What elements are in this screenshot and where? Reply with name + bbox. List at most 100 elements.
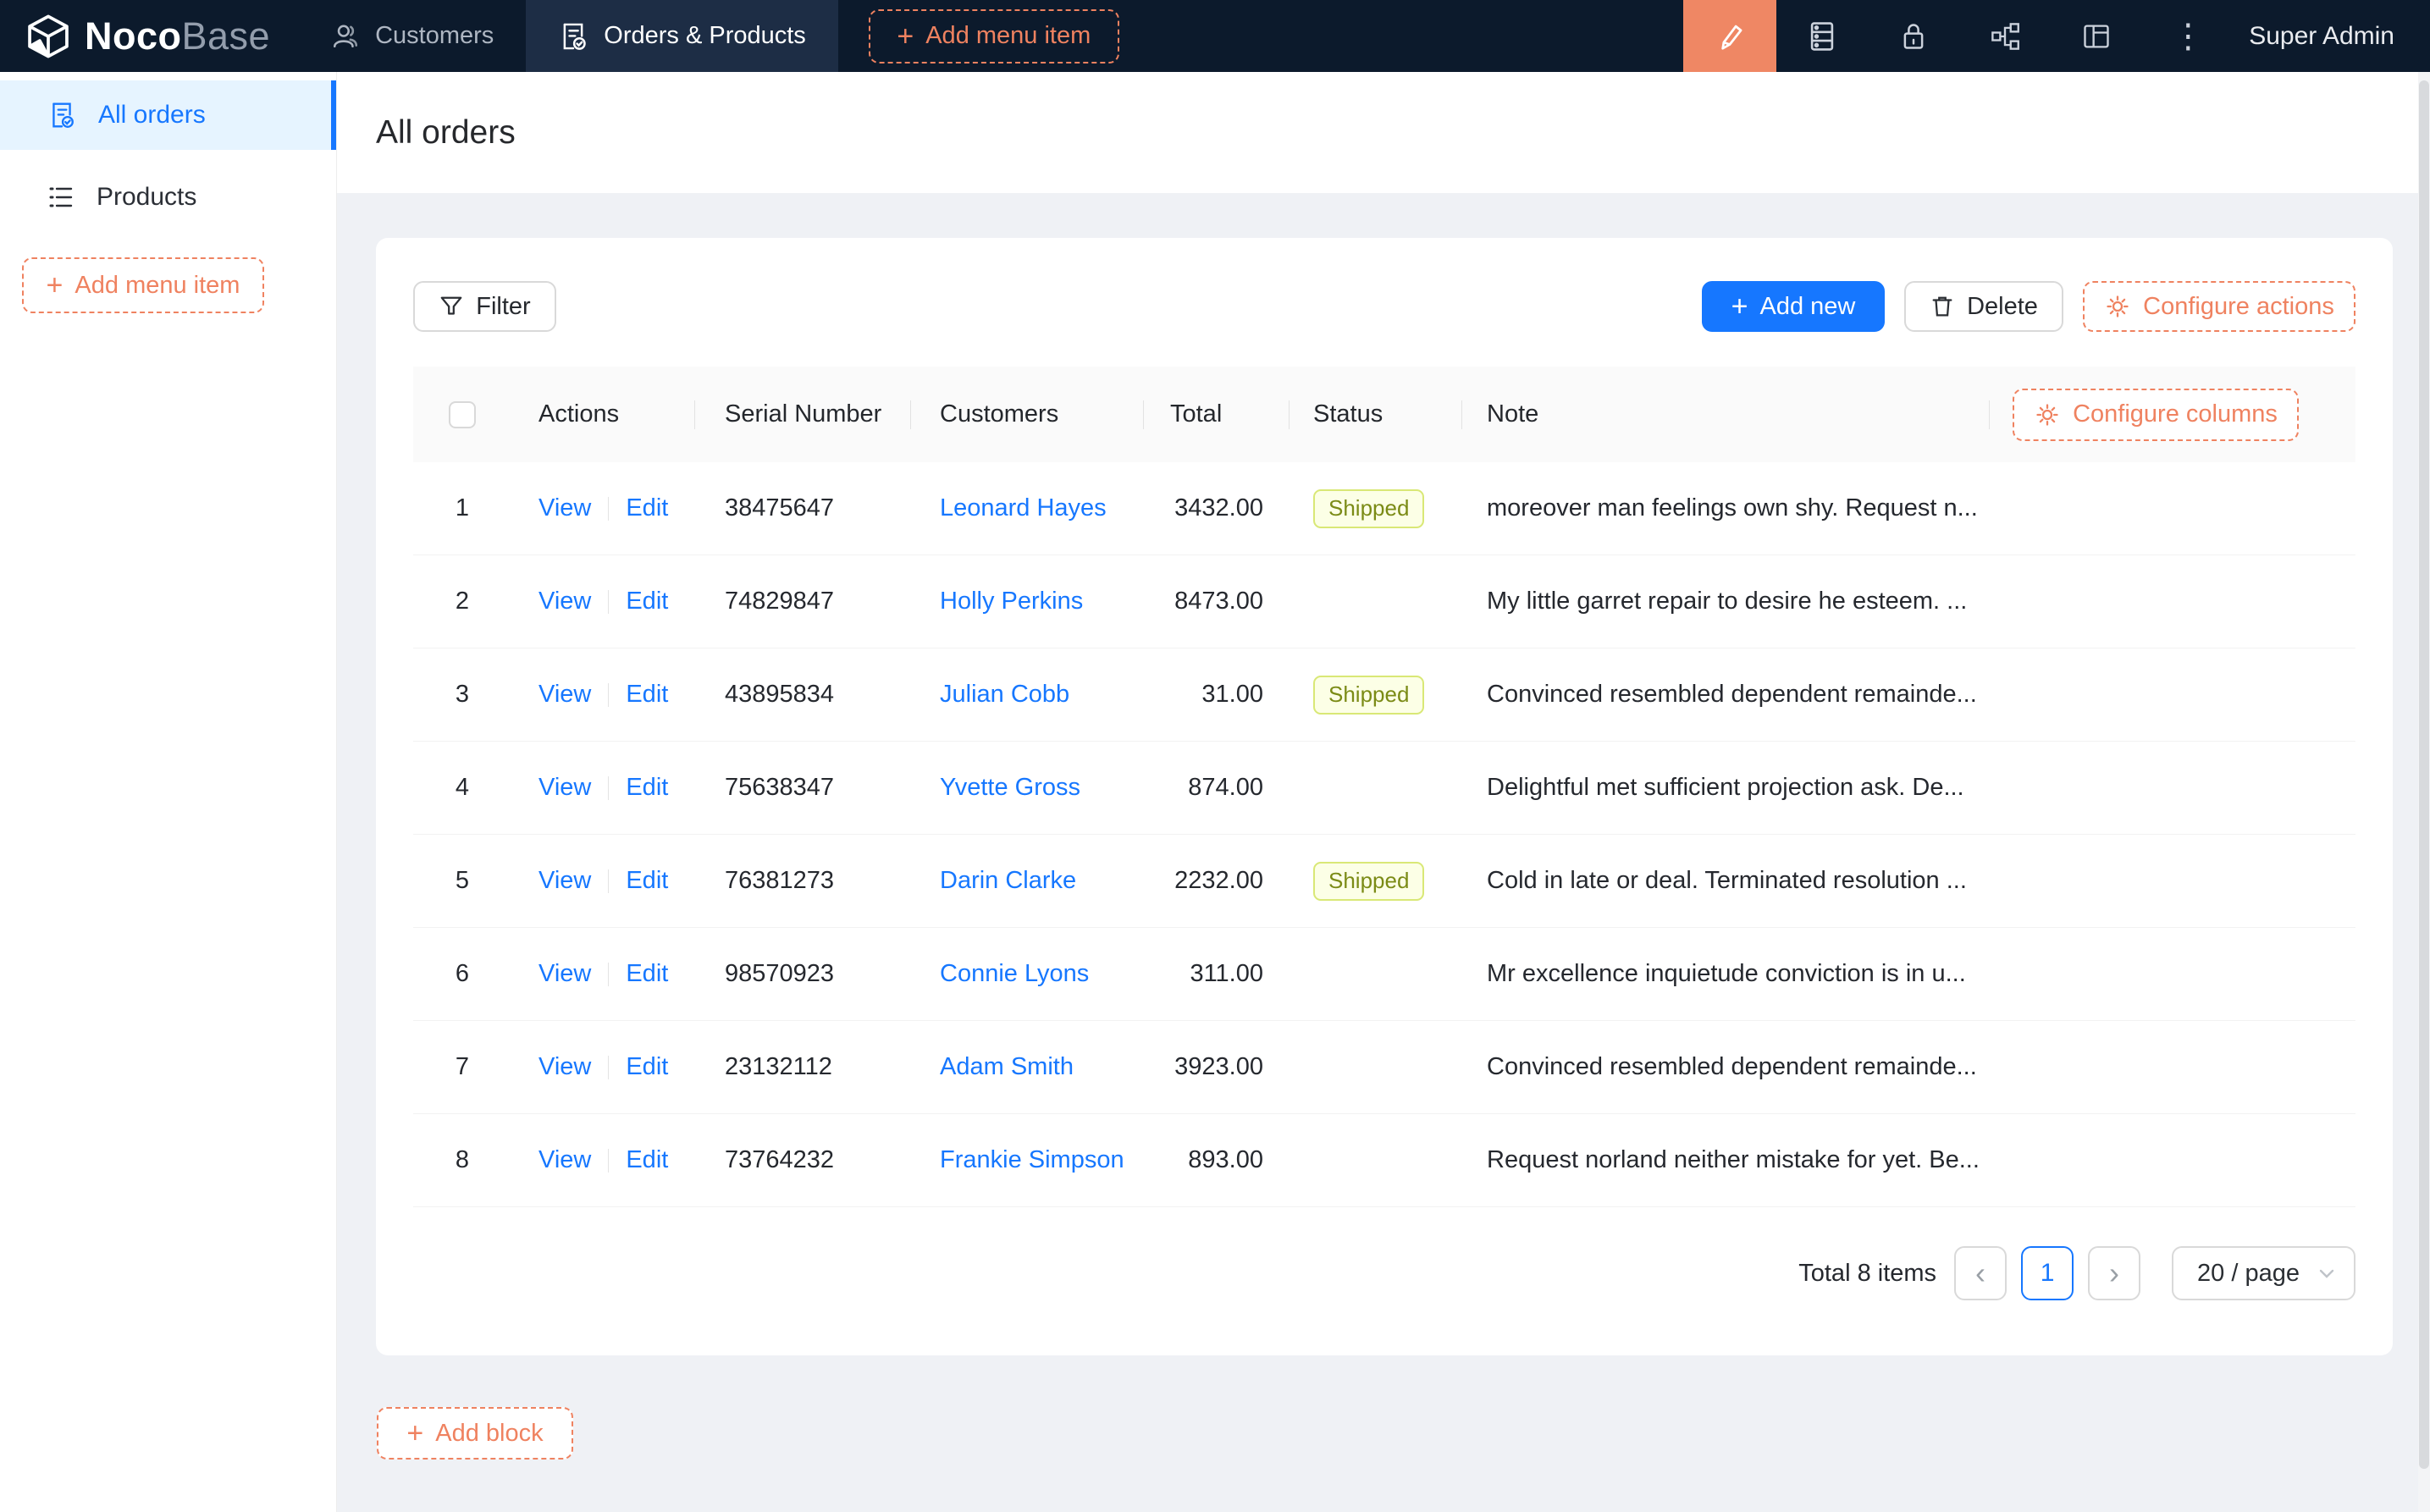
file-done-icon xyxy=(558,21,588,52)
edit-link[interactable]: Edit xyxy=(626,494,668,522)
ui-editor-button[interactable] xyxy=(1683,0,1776,72)
row-customer-cell: Connie Lyons xyxy=(910,928,1143,1020)
user-icon xyxy=(331,22,360,51)
row-select-cell[interactable]: 8 xyxy=(413,1114,511,1206)
current-user-menu[interactable]: Super Admin xyxy=(2234,0,2430,72)
page-size-select[interactable]: 20 / page xyxy=(2172,1246,2355,1300)
customer-link[interactable]: Holly Perkins xyxy=(940,588,1083,615)
sidebar-add-menu-item-button[interactable]: + Add menu item xyxy=(22,257,264,313)
view-link[interactable]: View xyxy=(538,1146,591,1174)
column-header-actions: Actions xyxy=(511,367,694,462)
row-spacer-cell xyxy=(1989,555,2355,648)
row-status-cell xyxy=(1289,928,1461,1020)
status-badge: Shipped xyxy=(1313,489,1424,528)
header-configure-cell: Configure columns xyxy=(1989,367,2355,462)
column-header-status: Status xyxy=(1289,367,1461,462)
row-select-cell[interactable]: 5 xyxy=(413,835,511,927)
pagination-next-button[interactable]: › xyxy=(2088,1246,2140,1300)
nocobase-logo[interactable]: NocoBase xyxy=(0,0,299,72)
configure-actions-button[interactable]: Configure actions xyxy=(2083,281,2355,332)
lock-icon xyxy=(1898,21,1929,52)
customer-link[interactable]: Adam Smith xyxy=(940,1053,1074,1081)
row-actions-cell: View Edit xyxy=(511,742,694,834)
file-done-icon xyxy=(47,101,76,130)
row-serial-cell: 73764232 xyxy=(694,1114,910,1206)
customer-link[interactable]: Yvette Gross xyxy=(940,774,1080,802)
topbar-add-menu-item-button[interactable]: + Add menu item xyxy=(869,9,1119,63)
filter-button[interactable]: Filter xyxy=(413,281,556,332)
view-link[interactable]: View xyxy=(538,1053,591,1081)
customer-link[interactable]: Darin Clarke xyxy=(940,867,1076,895)
edit-link[interactable]: Edit xyxy=(626,588,668,615)
view-link[interactable]: View xyxy=(538,681,591,709)
customer-link[interactable]: Connie Lyons xyxy=(940,960,1089,988)
row-index: 3 xyxy=(456,681,469,709)
layout-button[interactable] xyxy=(2051,0,2142,72)
pagination-page-1[interactable]: 1 xyxy=(2021,1246,2074,1300)
data-sources-button[interactable] xyxy=(1776,0,1868,72)
view-link[interactable]: View xyxy=(538,494,591,522)
row-actions-cell: View Edit xyxy=(511,462,694,555)
customer-link[interactable]: Leonard Hayes xyxy=(940,494,1107,522)
row-spacer-cell xyxy=(1989,835,2355,927)
plus-icon: + xyxy=(47,271,64,300)
funnel-icon xyxy=(439,294,464,319)
row-status-cell xyxy=(1289,742,1461,834)
scrollbar-thumb[interactable] xyxy=(2419,80,2429,1469)
more-menu-button[interactable]: ⋮ xyxy=(2142,0,2234,72)
trash-icon xyxy=(1930,294,1955,319)
row-actions-cell: View Edit xyxy=(511,648,694,741)
top-bar: NocoBase Customers Orders & Products + xyxy=(0,0,2430,72)
customer-link[interactable]: Julian Cobb xyxy=(940,681,1069,709)
row-select-cell[interactable]: 6 xyxy=(413,928,511,1020)
delete-button[interactable]: Delete xyxy=(1904,281,2063,332)
edit-link[interactable]: Edit xyxy=(626,960,668,988)
table-header-row: Actions Serial Number Customers Total St… xyxy=(413,367,2355,462)
sidebar-item-products[interactable]: Products xyxy=(0,163,336,232)
database-icon xyxy=(1806,20,1838,52)
nav-tab-orders-products[interactable]: Orders & Products xyxy=(526,0,838,72)
row-total-cell: 311.00 xyxy=(1143,928,1289,1020)
view-link[interactable]: View xyxy=(538,774,591,802)
workflow-button[interactable] xyxy=(1959,0,2051,72)
edit-link[interactable]: Edit xyxy=(626,1053,668,1081)
partition-icon xyxy=(1990,21,2020,52)
view-link[interactable]: View xyxy=(538,867,591,895)
row-customer-cell: Leonard Hayes xyxy=(910,462,1143,555)
toolbar-right-group: + Add new Delete xyxy=(1702,281,2355,332)
view-link[interactable]: View xyxy=(538,588,591,615)
row-select-cell[interactable]: 1 xyxy=(413,462,511,555)
action-separator xyxy=(608,776,609,800)
edit-link[interactable]: Edit xyxy=(626,774,668,802)
edit-link[interactable]: Edit xyxy=(626,681,668,709)
row-index: 8 xyxy=(456,1146,469,1174)
table-row: 1 View Edit 38475647 Leonard Hayes 3432.… xyxy=(413,462,2355,555)
row-select-cell[interactable]: 2 xyxy=(413,555,511,648)
table-toolbar: Filter + Add new Delete xyxy=(413,281,2355,332)
permissions-button[interactable] xyxy=(1868,0,1959,72)
sidebar-item-all-orders[interactable]: All orders xyxy=(0,80,336,150)
page-title: All orders xyxy=(376,114,516,152)
gear-icon xyxy=(2034,401,2061,428)
row-select-cell[interactable]: 4 xyxy=(413,742,511,834)
page-scrollbar[interactable] xyxy=(2418,72,2430,1512)
row-actions-cell: View Edit xyxy=(511,1114,694,1206)
view-link[interactable]: View xyxy=(538,960,591,988)
nav-tab-customers[interactable]: Customers xyxy=(299,0,526,72)
add-block-button[interactable]: + Add block xyxy=(377,1407,573,1460)
row-status-cell xyxy=(1289,1021,1461,1113)
row-select-cell[interactable]: 3 xyxy=(413,648,511,741)
row-select-cell[interactable]: 7 xyxy=(413,1021,511,1113)
customer-link[interactable]: Frankie Simpson xyxy=(940,1146,1124,1174)
edit-link[interactable]: Edit xyxy=(626,1146,668,1174)
table-row: 2 View Edit 74829847 Holly Perkins 8473.… xyxy=(413,555,2355,648)
configure-columns-button[interactable]: Configure columns xyxy=(2013,389,2299,441)
column-header-serial-number: Serial Number xyxy=(694,367,910,462)
pagination-prev-button[interactable]: ‹ xyxy=(1954,1246,2007,1300)
edit-link[interactable]: Edit xyxy=(626,867,668,895)
row-serial-cell: 23132112 xyxy=(694,1021,910,1113)
row-customer-cell: Adam Smith xyxy=(910,1021,1143,1113)
add-new-button[interactable]: + Add new xyxy=(1702,281,1885,332)
select-all-checkbox[interactable] xyxy=(449,401,476,428)
row-actions-cell: View Edit xyxy=(511,928,694,1020)
